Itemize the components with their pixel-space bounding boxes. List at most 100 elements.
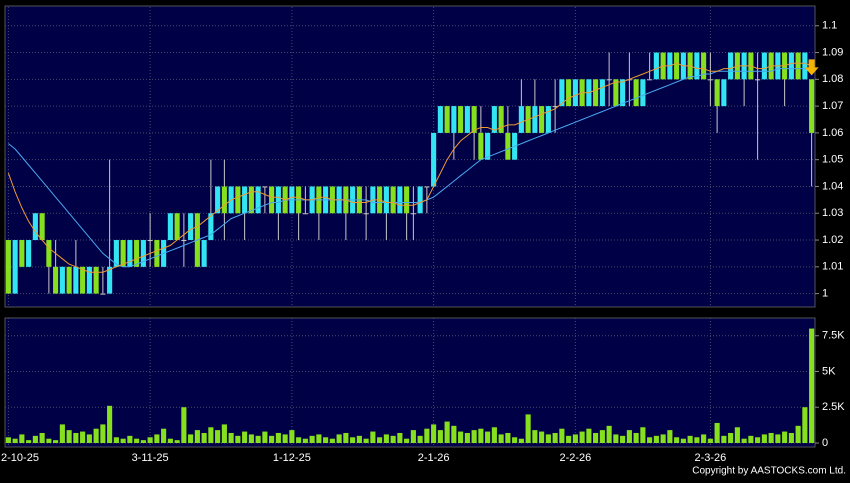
price-panel bbox=[4, 5, 816, 308]
y-tick-label: 5K bbox=[822, 365, 836, 377]
volume-bar bbox=[748, 435, 754, 443]
candle-body bbox=[572, 79, 578, 107]
volume-bar bbox=[775, 434, 781, 443]
volume-bar bbox=[80, 431, 86, 443]
volume-bar bbox=[26, 440, 32, 443]
volume-bar bbox=[93, 428, 99, 443]
candle-body bbox=[134, 240, 140, 267]
volume-bar bbox=[552, 432, 558, 443]
volume-bar bbox=[86, 434, 92, 443]
volume-bar bbox=[512, 437, 518, 443]
volume-bar bbox=[701, 434, 707, 443]
candle-body bbox=[613, 79, 619, 107]
volume-bar bbox=[424, 428, 430, 443]
candle-body bbox=[809, 79, 815, 133]
volume-bar bbox=[404, 438, 410, 443]
candle-body bbox=[761, 52, 767, 80]
volume-bar bbox=[458, 431, 464, 443]
y-tick-label: 1.05 bbox=[822, 154, 843, 166]
volume-bar bbox=[66, 430, 72, 443]
candle-body bbox=[518, 106, 524, 133]
volume-bar bbox=[444, 421, 450, 443]
candle-body bbox=[485, 132, 491, 160]
candle-body bbox=[53, 266, 59, 294]
volume-bar bbox=[626, 430, 632, 443]
volume-bar bbox=[289, 430, 295, 443]
volume-bar bbox=[613, 434, 619, 443]
volume-bar bbox=[795, 425, 801, 443]
candle-body bbox=[458, 106, 464, 133]
y-tick-label: 1.07 bbox=[822, 100, 843, 112]
volume-bar bbox=[208, 427, 214, 443]
volume-bar bbox=[471, 430, 477, 443]
candle-body bbox=[451, 106, 457, 133]
volume-bar bbox=[174, 440, 180, 443]
candle-body bbox=[397, 186, 403, 214]
latest-marker bbox=[804, 59, 819, 76]
volume-bar bbox=[741, 438, 747, 443]
candle-body bbox=[248, 186, 254, 214]
candle-body bbox=[113, 240, 119, 267]
volume-bar bbox=[491, 427, 497, 443]
volume-bar bbox=[734, 427, 740, 443]
volume-bar bbox=[147, 437, 153, 443]
x-tick-label: 2-2-26 bbox=[559, 452, 591, 464]
x-tick-label: 3-11-25 bbox=[132, 452, 169, 464]
volume-bar bbox=[39, 432, 45, 443]
volume-bar bbox=[343, 432, 349, 443]
volume-bar bbox=[566, 435, 572, 443]
volume-bar bbox=[680, 438, 686, 443]
candle-body bbox=[593, 79, 599, 107]
volume-bar bbox=[532, 430, 538, 443]
x-tick-label: 2-10-25 bbox=[1, 452, 39, 464]
x-tick-label: 1-12-25 bbox=[273, 452, 311, 464]
candle-body bbox=[640, 79, 646, 107]
candle-body bbox=[566, 79, 572, 107]
candle-body bbox=[174, 213, 180, 241]
candle-body bbox=[262, 186, 268, 188]
volume-bar bbox=[370, 431, 376, 443]
volume-bar bbox=[53, 440, 59, 443]
volume-bar bbox=[363, 438, 369, 443]
volume-bar bbox=[505, 432, 511, 443]
candle-body bbox=[188, 213, 194, 241]
volume-bar bbox=[788, 432, 794, 443]
volume-bar bbox=[228, 432, 234, 443]
candle-body bbox=[653, 52, 659, 80]
candle-body bbox=[147, 240, 153, 242]
volume-bar bbox=[755, 437, 761, 443]
volume-bar bbox=[674, 437, 680, 443]
volume-bar bbox=[559, 428, 565, 443]
candle-body bbox=[26, 240, 32, 267]
candle-body bbox=[437, 106, 443, 133]
volume-bar bbox=[633, 432, 639, 443]
volume-bar bbox=[417, 435, 423, 443]
volume-bar bbox=[606, 425, 612, 443]
volume-bar bbox=[296, 437, 302, 443]
volume-bar bbox=[721, 435, 727, 443]
volume-bar bbox=[728, 432, 734, 443]
candle-body bbox=[120, 240, 126, 267]
candle-body bbox=[464, 106, 470, 133]
candle-body bbox=[647, 79, 653, 81]
candle-body bbox=[714, 79, 720, 107]
candle-body bbox=[154, 240, 160, 267]
volume-bar bbox=[620, 435, 626, 443]
y-tick-label: 0 bbox=[822, 437, 828, 449]
volume-bar bbox=[525, 414, 531, 443]
volume-bar bbox=[707, 438, 713, 443]
candle-body bbox=[181, 240, 187, 242]
volume-bar bbox=[768, 432, 774, 443]
candle-body bbox=[59, 266, 65, 294]
volume-bar bbox=[437, 430, 443, 443]
volume-bar bbox=[802, 407, 808, 443]
candle-body bbox=[694, 52, 700, 80]
volume-bar bbox=[201, 432, 207, 443]
volume-bar bbox=[215, 430, 221, 443]
candle-body bbox=[633, 79, 639, 107]
candle-body bbox=[73, 266, 79, 294]
candle-body bbox=[46, 240, 52, 267]
volume-bar bbox=[255, 435, 261, 443]
candle-body bbox=[107, 266, 113, 294]
volume-bar bbox=[73, 432, 79, 443]
